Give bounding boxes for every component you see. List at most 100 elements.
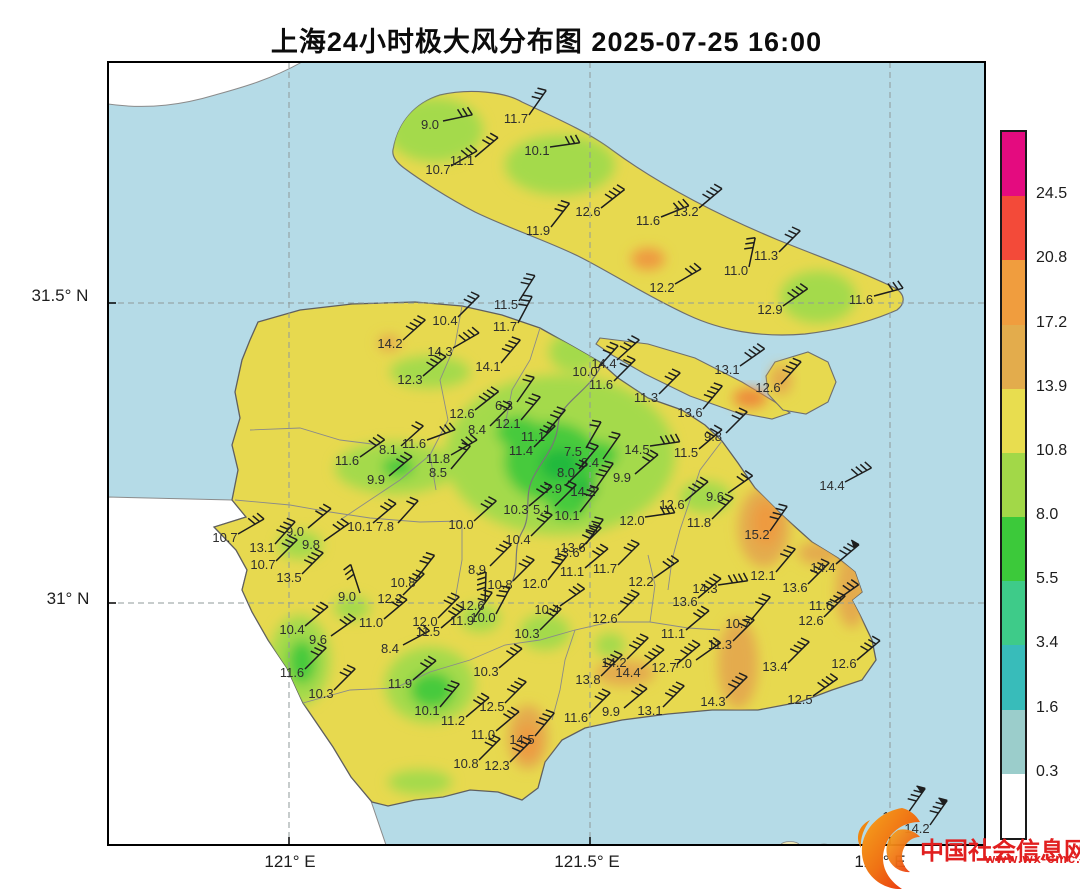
- wind-barb-icon: [695, 636, 722, 661]
- colorbar-segment: [1002, 260, 1025, 325]
- colorbar-segment: [1002, 645, 1025, 710]
- wind-station: 11.6: [589, 355, 636, 392]
- wind-barb-icon: [509, 736, 532, 763]
- wind-station: 11.6: [849, 280, 904, 307]
- station-value: 10.8: [390, 575, 415, 590]
- wind-barb-icon: [547, 552, 568, 581]
- wind-barb-icon: [465, 692, 490, 718]
- station-value: 14.5: [509, 732, 534, 747]
- wind-pennant-icon: [916, 786, 926, 794]
- watermark-title: 中国社会信息网: [920, 838, 1080, 865]
- station-value: 12.0: [522, 576, 547, 591]
- station-value: 9.6: [706, 489, 724, 504]
- wind-barb-icon: [578, 442, 599, 470]
- wind-barb-icon: [474, 386, 500, 411]
- wind-barb-icon: [474, 132, 499, 158]
- wind-station: 11.6: [280, 643, 327, 680]
- wind-barb-icon: [732, 615, 755, 642]
- station-value: 5.1: [533, 502, 551, 517]
- wind-station: 11.9: [388, 655, 437, 691]
- wind-station: 14.5: [624, 433, 681, 457]
- wind-station: 11.6: [402, 422, 456, 451]
- station-value: 12.2: [649, 280, 674, 295]
- wind-station: 10.0: [572, 341, 619, 379]
- wind-barb-icon: [584, 543, 609, 569]
- wind-station: 12.7: [651, 639, 701, 675]
- station-value: 12.5: [479, 699, 504, 714]
- wind-station: 11.5: [494, 272, 536, 312]
- wind-station: 13.1: [249, 517, 296, 555]
- wind-barb-icon: [658, 368, 681, 395]
- wind-barb-icon: [787, 637, 810, 664]
- wind-station: 11.3: [754, 226, 801, 263]
- station-value: 12.1: [495, 416, 520, 431]
- wind-station: 9.6: [309, 612, 357, 647]
- wind-barb-icon: [597, 341, 619, 369]
- wind-station: 11.2: [441, 692, 490, 728]
- wind-station: 8.4: [381, 624, 431, 656]
- colorbar-tick-label: 20.8: [1036, 249, 1068, 267]
- station-value: 8.9: [468, 562, 486, 577]
- colorbar-tick-label: 17.2: [1036, 313, 1068, 331]
- station-value: 10.0: [470, 610, 495, 625]
- wind-station: 12.3: [484, 736, 532, 773]
- wind-station: 10.3: [514, 604, 562, 641]
- station-value: 14.4: [615, 665, 640, 680]
- wind-barb-icon: [343, 563, 361, 594]
- wind-station: 11.8: [426, 433, 478, 466]
- station-value: 12.2: [628, 574, 653, 589]
- wind-station: 14.1: [475, 336, 521, 374]
- station-value: 10.1: [414, 703, 439, 718]
- wind-station: 10.8: [453, 734, 501, 771]
- station-value: 11.6: [809, 598, 833, 613]
- wind-barb-icon: [397, 496, 419, 524]
- station-value: 13.8: [575, 672, 600, 687]
- wind-barb-icon: [534, 709, 555, 737]
- wind-station: 11.1: [450, 132, 499, 168]
- wind-station: 15.2: [744, 503, 788, 542]
- wind-station: 11.9: [450, 589, 493, 628]
- wind-station: 10.1: [414, 680, 460, 718]
- colorbar-tick-label: 3.4: [1036, 634, 1059, 652]
- station-value: 12.2: [377, 591, 402, 606]
- station-value: 10.0: [572, 364, 597, 379]
- page-title: 上海24小时极大风分布图 2025-07-25 16:00: [270, 27, 823, 57]
- wind-barb-icon: [437, 592, 460, 619]
- station-value: 7.0: [674, 656, 692, 671]
- wind-barb-icon: [495, 585, 511, 615]
- wind-barb-icon: [301, 548, 324, 575]
- station-value: 12.1: [750, 568, 775, 583]
- wind-barb-icon: [530, 510, 553, 537]
- wind-barb-icon: [237, 512, 265, 535]
- wind-barb-icon: [478, 734, 501, 761]
- station-value: 11.7: [504, 111, 528, 126]
- wind-station: 13.8: [575, 650, 623, 687]
- wind-barb-icon: [739, 342, 766, 367]
- station-value: 10.4: [505, 532, 530, 547]
- station-value: 10.0: [448, 517, 473, 532]
- wind-station: 10.4: [505, 510, 553, 547]
- colorbar-segment: [1002, 517, 1025, 582]
- wind-station: 10.0: [448, 496, 497, 532]
- station-value: 14.5: [624, 442, 649, 457]
- station-value: 12.5: [787, 692, 812, 707]
- wind-barb-icon: [450, 144, 478, 167]
- colorbar-tick-label: 13.9: [1036, 377, 1068, 395]
- station-value: 11.7: [493, 319, 517, 334]
- wind-barb-icon: [323, 517, 350, 542]
- station-value: 6.3: [495, 398, 513, 413]
- wind-barb-icon: [697, 573, 722, 599]
- wind-station: 10.4: [279, 601, 329, 637]
- station-value: 9.0: [338, 589, 356, 604]
- station-value: 11.6: [280, 665, 304, 680]
- wind-barb-icon: [402, 315, 426, 341]
- station-value: 9.0: [421, 117, 439, 132]
- station-value: 10.7: [425, 162, 450, 177]
- wind-barb-icon: [744, 236, 756, 268]
- station-value: 12.6: [449, 406, 474, 421]
- wind-barb-icon: [383, 594, 408, 620]
- wind-barb-icon: [623, 683, 648, 709]
- station-value: 10.3: [514, 626, 539, 641]
- wind-station: 12.6: [592, 589, 640, 626]
- wind-barb-icon: [662, 681, 685, 708]
